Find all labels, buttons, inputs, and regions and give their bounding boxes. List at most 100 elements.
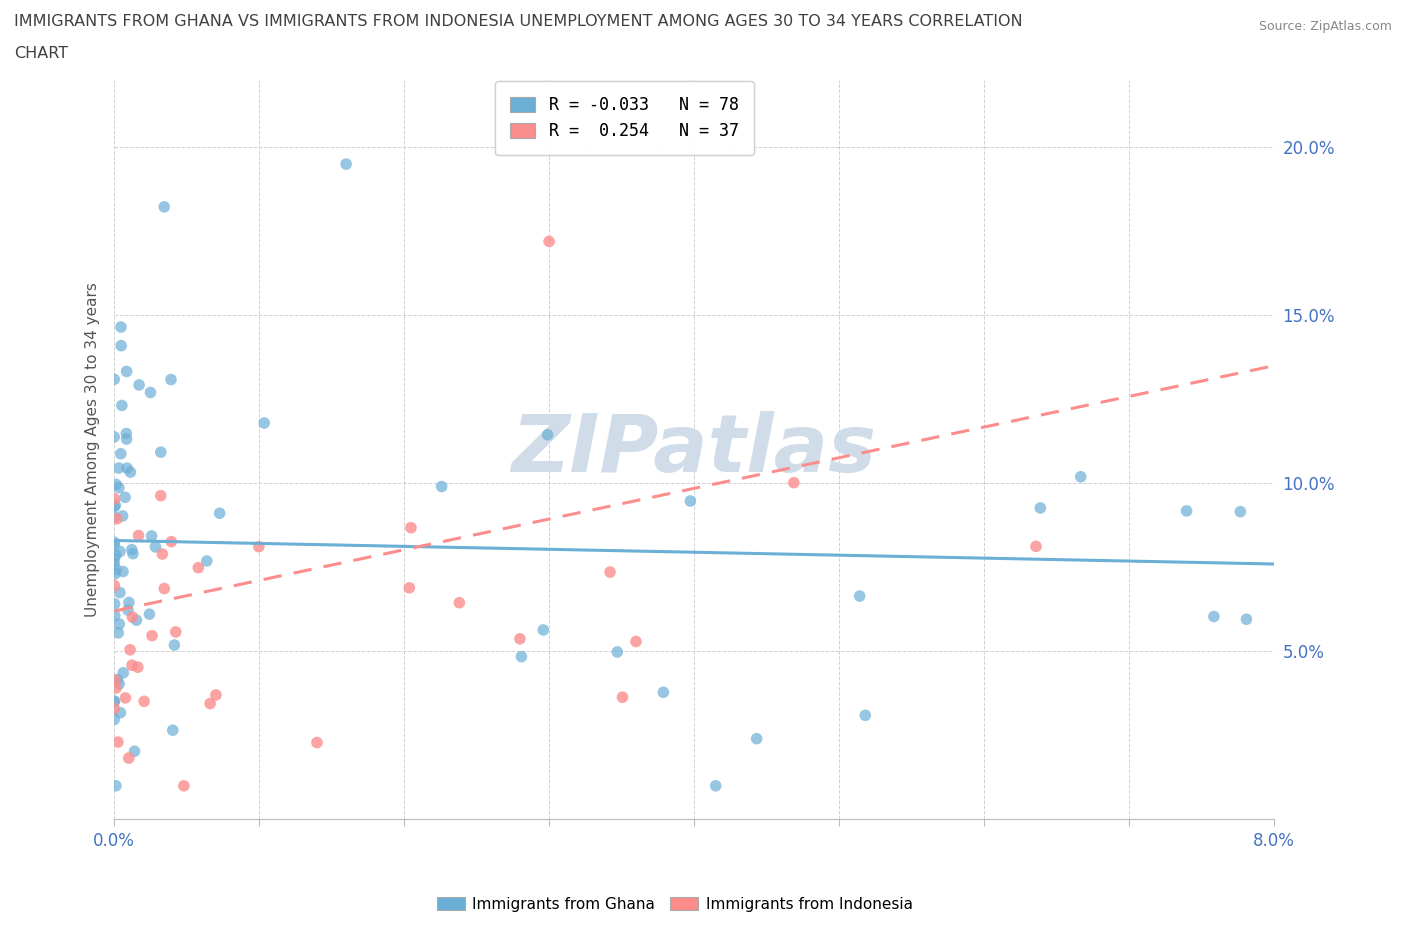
Point [115,426,138,441]
Point [114,490,136,505]
Point [104,548,127,563]
Point [103,578,125,593]
Point [104,596,127,611]
Point [531,622,554,637]
Point [110,705,132,720]
Point [103,430,125,445]
Point [105,512,128,526]
Point [599,565,621,579]
Point [149,488,172,503]
Point [128,378,150,392]
Point [165,624,187,639]
Point [205,687,228,702]
Point [110,320,132,335]
Point [107,735,129,750]
Point [104,562,127,577]
Point [1236,612,1258,627]
Point [111,398,134,413]
Point [509,631,531,646]
Point [1025,538,1047,553]
Text: CHART: CHART [14,46,67,60]
Point [103,701,125,716]
Point [105,477,128,492]
Point [1229,504,1251,519]
Point [652,684,675,699]
Point [335,156,357,171]
Point [398,580,420,595]
Point [125,613,148,628]
Legend: Immigrants from Ghana, Immigrants from Indonesia: Immigrants from Ghana, Immigrants from I… [432,891,918,918]
Point [105,681,128,696]
Point [103,694,125,709]
Point [149,445,172,459]
Point [105,672,128,687]
Point [103,499,125,514]
Point [103,510,125,525]
Point [783,475,806,490]
Point [103,556,125,571]
Y-axis label: Unemployment Among Ages 30 to 34 years: Unemployment Among Ages 30 to 34 years [86,283,100,618]
Point [107,460,129,475]
Point [104,566,127,581]
Point [606,644,628,659]
Point [121,542,143,557]
Point [1175,503,1198,518]
Point [538,234,561,249]
Point [103,695,125,710]
Point [173,778,195,793]
Point [145,539,167,554]
Point [536,427,558,442]
Point [141,528,163,543]
Point [104,778,127,793]
Point [305,735,328,750]
Point [103,711,125,726]
Point [153,199,176,214]
Point [121,658,143,672]
Point [1202,609,1225,624]
Point [139,385,162,400]
Point [120,643,142,658]
Point [115,364,138,379]
Point [112,665,135,680]
Point [103,535,125,550]
Point [430,479,453,494]
Point [128,528,150,543]
Point [122,546,145,561]
Legend: R = -0.033   N = 78, R =  0.254   N = 37: R = -0.033 N = 78, R = 0.254 N = 37 [495,81,754,155]
Point [160,372,183,387]
Point [104,498,127,512]
Point [160,534,183,549]
Point [399,520,422,535]
Point [124,744,146,759]
Point [108,676,131,691]
Point [111,565,134,579]
Point [153,581,176,596]
Point [612,690,634,705]
Point [118,751,141,765]
Point [1070,470,1092,485]
Point [132,694,155,709]
Point [679,494,702,509]
Point [108,480,131,495]
Point [110,446,132,461]
Point [108,544,131,559]
Point [120,465,142,480]
Point [103,538,125,552]
Point [117,603,139,618]
Point [107,625,129,640]
Point [103,491,125,506]
Point [110,339,132,353]
Point [103,372,125,387]
Point [104,608,127,623]
Point [853,708,876,723]
Text: Source: ZipAtlas.com: Source: ZipAtlas.com [1258,20,1392,33]
Point [198,697,221,711]
Point [118,595,141,610]
Point [138,606,160,621]
Point [111,509,134,524]
Point [115,432,138,446]
Point [162,723,184,737]
Point [108,617,131,631]
Point [510,649,533,664]
Point [121,609,143,624]
